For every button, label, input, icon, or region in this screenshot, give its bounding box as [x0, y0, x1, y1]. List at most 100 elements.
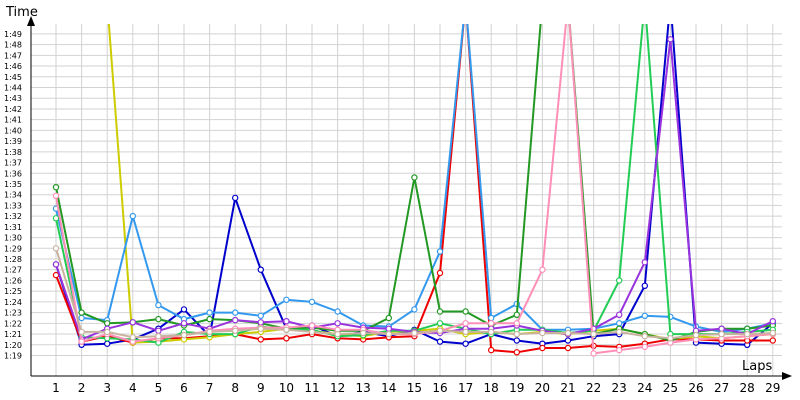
x-tick-label: 28 — [740, 381, 755, 395]
data-point — [180, 306, 188, 313]
y-tick-label: 1:47 — [4, 51, 22, 60]
data-point — [103, 320, 111, 327]
data-point — [283, 318, 290, 325]
y-tick-label: 1:30 — [4, 234, 22, 243]
data-point — [692, 331, 700, 339]
data-point — [385, 314, 392, 322]
x-tick-label: 26 — [688, 381, 703, 395]
x-tick-label: 6 — [180, 381, 188, 395]
x-tick-label: 10 — [279, 381, 294, 395]
y-tick-label: 1:31 — [4, 223, 22, 232]
y-tick-label: 1:22 — [4, 319, 22, 328]
y-tick-label: 1:37 — [4, 159, 22, 168]
data-point — [155, 333, 162, 340]
y-tick-label: 1:24 — [4, 298, 22, 307]
data-point — [564, 329, 572, 337]
y-tick-label: 1:19 — [4, 352, 22, 361]
x-tick-label: 15 — [407, 381, 422, 395]
data-point — [769, 318, 777, 325]
x-tick-label: 25 — [663, 381, 678, 395]
y-tick-label: 1:36 — [4, 169, 22, 178]
series-group — [52, 24, 777, 357]
y-tick-label: 1:35 — [4, 180, 22, 189]
data-point — [616, 328, 623, 336]
x-tick-label: 19 — [509, 381, 524, 395]
x-tick-label: 4 — [129, 381, 137, 395]
x-tick-label: 17 — [458, 381, 473, 395]
data-point — [283, 326, 290, 333]
data-point — [385, 330, 392, 338]
x-tick-label: 20 — [535, 381, 550, 395]
data-point — [744, 330, 751, 338]
x-tick-label: 5 — [155, 381, 163, 395]
y-tick-label: 1:38 — [4, 148, 22, 157]
y-tick-label: 1:45 — [4, 73, 22, 82]
data-point — [436, 320, 444, 327]
x-tick-label: 9 — [257, 381, 265, 395]
data-point — [411, 174, 418, 181]
y-tick-label: 1:39 — [4, 137, 22, 146]
y-tick-label: 1:40 — [4, 126, 22, 135]
y-axis-arrow — [27, 16, 35, 26]
data-point — [257, 325, 264, 332]
data-point — [641, 312, 649, 319]
data-point — [513, 320, 521, 327]
y-tick-label: 1:44 — [4, 84, 22, 93]
y-tick-label: 1:42 — [4, 105, 22, 114]
axes — [27, 16, 792, 380]
data-point — [231, 309, 239, 316]
data-point — [180, 331, 188, 339]
data-point — [539, 266, 546, 273]
data-point — [513, 311, 521, 318]
data-point — [462, 340, 469, 347]
x-tick-label: 1 — [52, 381, 60, 395]
data-point — [103, 328, 111, 336]
y-tick-label: 1:21 — [4, 330, 22, 339]
data-point — [513, 337, 521, 344]
x-axis-title: Laps — [742, 359, 772, 374]
x-tick-label: 16 — [432, 381, 447, 395]
data-point — [231, 327, 239, 334]
data-point — [52, 192, 60, 199]
data-point — [78, 309, 85, 316]
data-point — [769, 329, 777, 337]
y-tick-label: 1:20 — [4, 341, 22, 350]
y-tick-label: 1:28 — [4, 255, 22, 264]
data-point — [308, 322, 316, 329]
data-point — [488, 346, 495, 354]
x-tick-label: 12 — [330, 381, 345, 395]
x-tick-label: 11 — [304, 381, 319, 395]
data-point — [462, 320, 469, 327]
data-point — [590, 350, 597, 357]
data-point — [231, 194, 239, 202]
data-point — [539, 329, 546, 337]
data-point — [257, 319, 264, 326]
data-point — [308, 328, 316, 336]
data-point — [564, 344, 572, 352]
data-point — [283, 296, 290, 303]
plot-area — [52, 24, 777, 357]
y-tick-label: 1:43 — [4, 94, 22, 103]
x-tick-label: 27 — [714, 381, 729, 395]
data-point — [155, 301, 162, 309]
x-axis-arrow — [782, 372, 792, 380]
x-tick-label: 24 — [637, 381, 652, 395]
data-point — [769, 337, 777, 344]
data-point — [590, 330, 597, 338]
data-point — [385, 325, 392, 332]
data-point — [155, 315, 162, 323]
data-point — [436, 327, 444, 334]
data-point — [257, 336, 264, 343]
data-point — [231, 316, 239, 324]
data-point — [513, 330, 521, 338]
y-tick-label: 1:34 — [4, 191, 22, 200]
x-tick-label: 23 — [612, 381, 627, 395]
y-tick-label: 1:27 — [4, 266, 22, 275]
data-point — [641, 282, 649, 289]
data-point — [129, 334, 136, 341]
data-point — [436, 248, 444, 255]
data-point — [513, 349, 521, 356]
data-point — [257, 312, 264, 319]
data-point — [488, 320, 495, 327]
